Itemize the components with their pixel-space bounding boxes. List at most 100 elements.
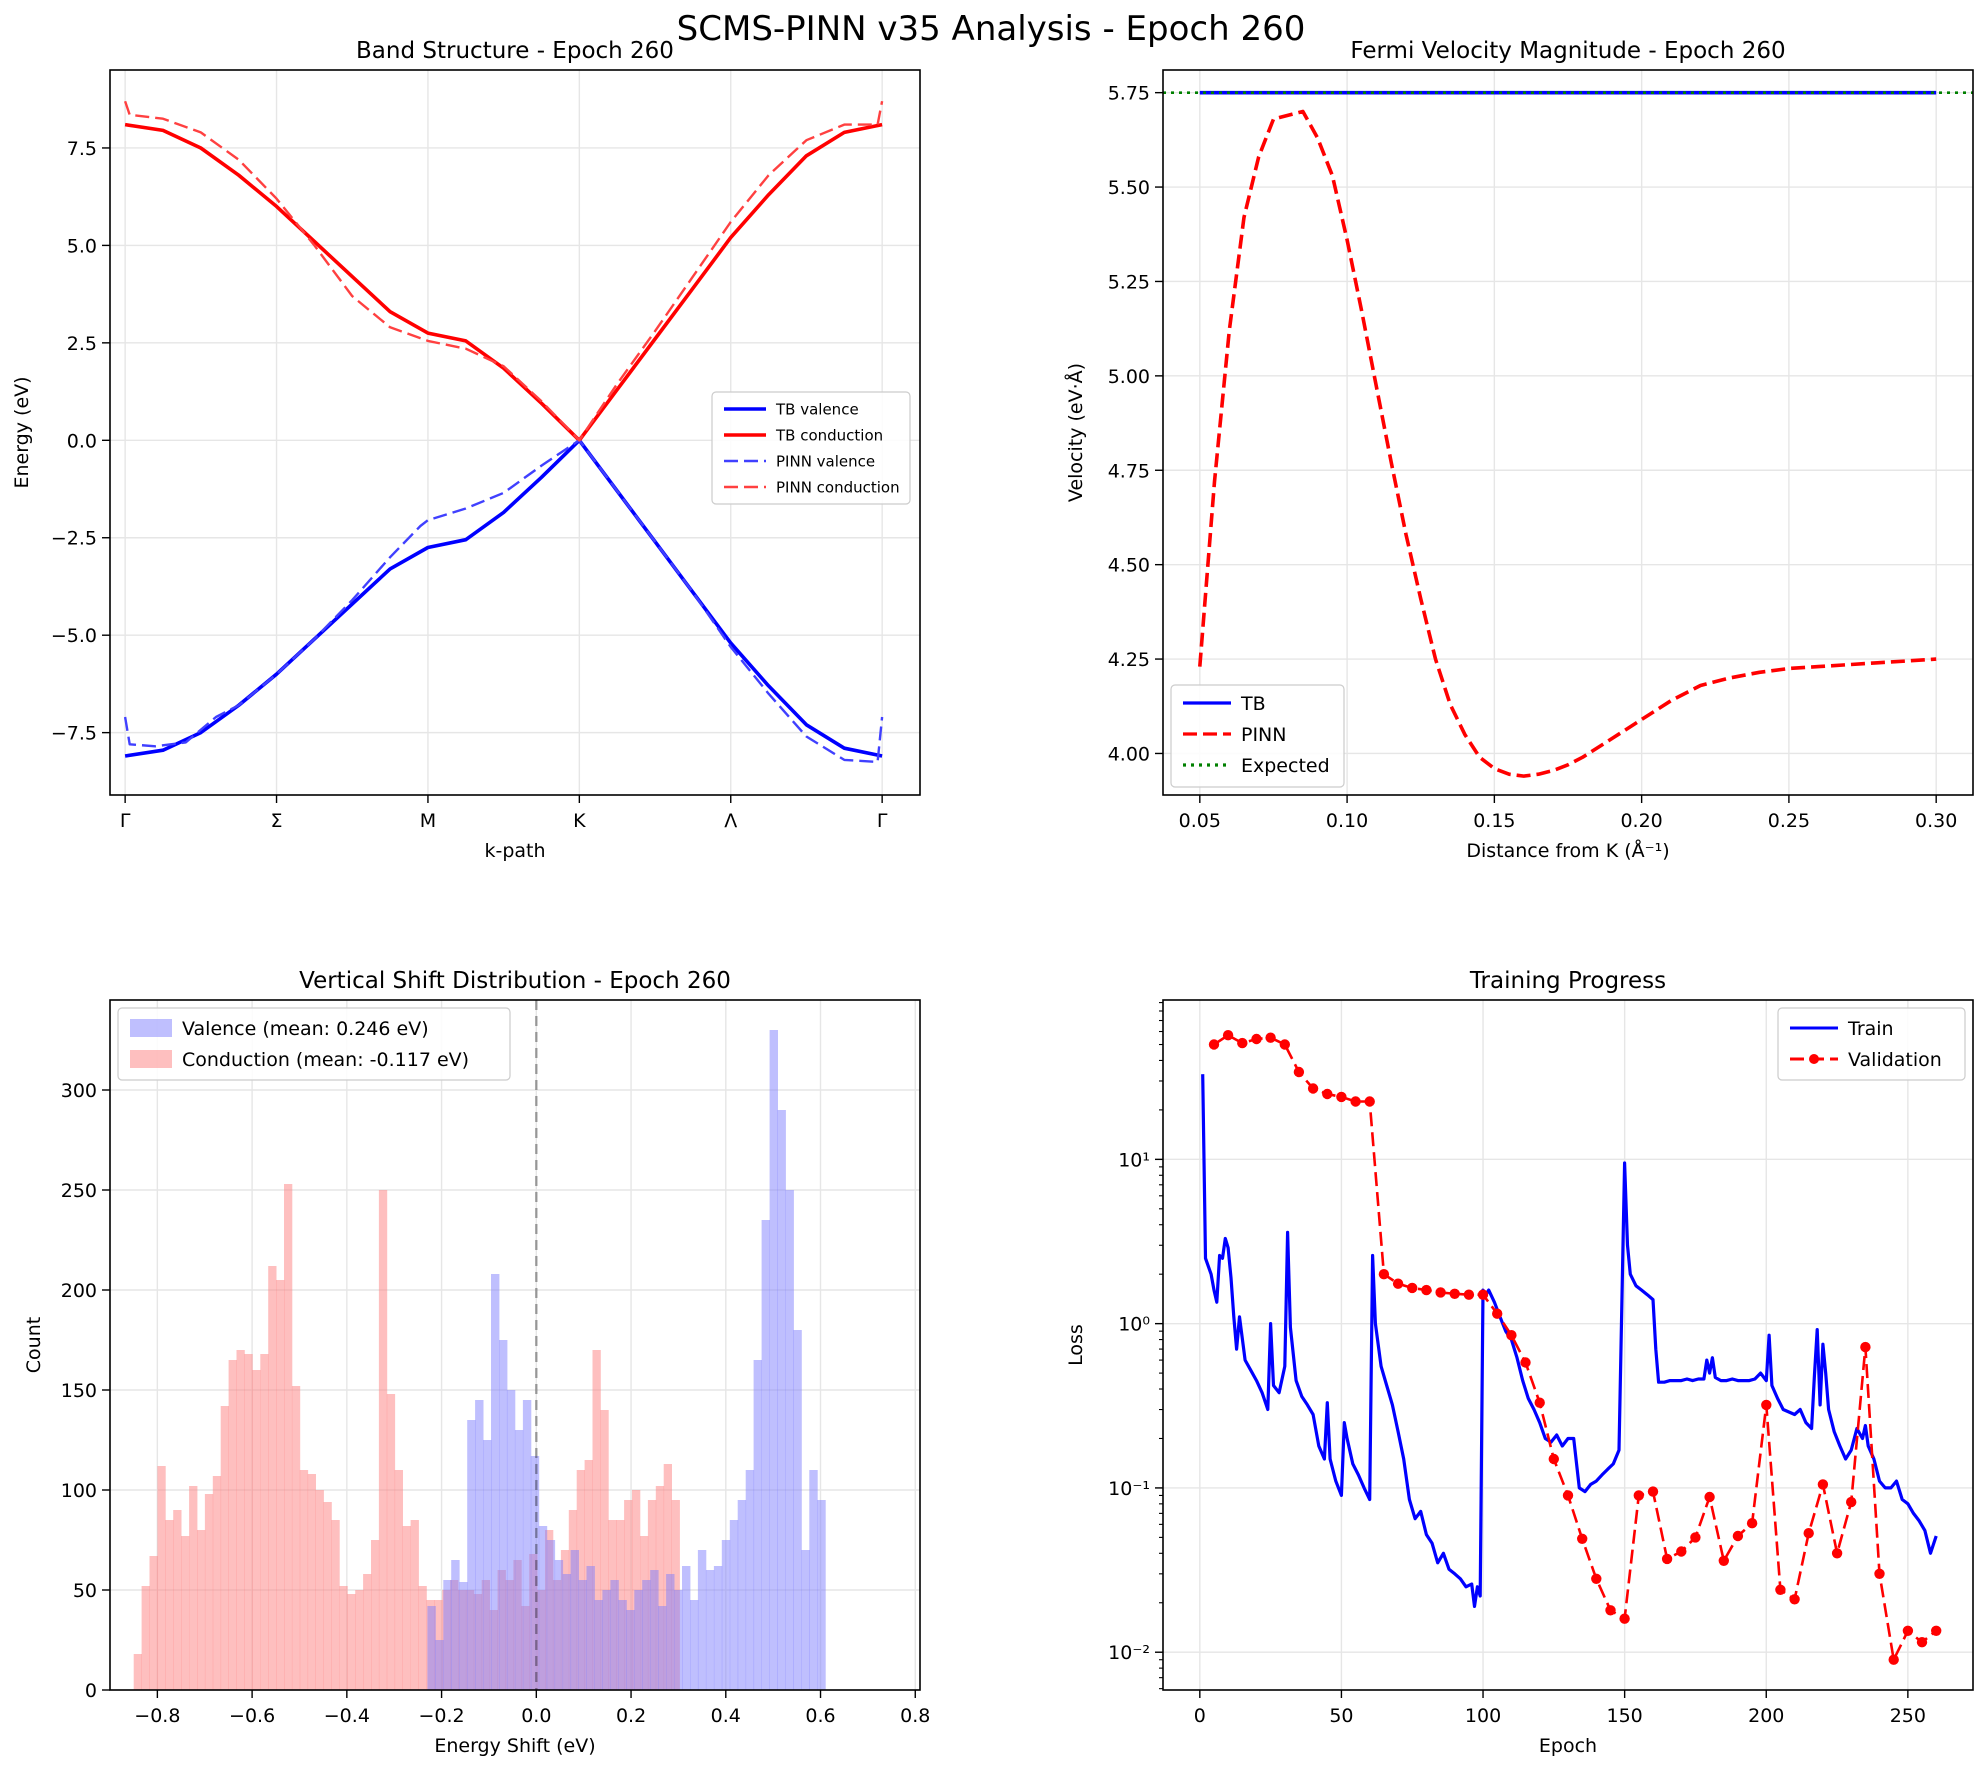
x-tick-label: Γ xyxy=(877,810,888,832)
valence-bar xyxy=(570,1550,579,1690)
valence-bar xyxy=(753,1360,762,1690)
x-axis-label: k-path xyxy=(484,840,545,862)
conduction-bar xyxy=(149,1556,158,1690)
panel-training: 0 50 100 150 200 250 10⁻² 10⁻¹ 10⁰ 10¹ Training Pr… xyxy=(1065,968,1974,1757)
y-axis-label: Velocity (eV·Å) xyxy=(1064,363,1087,502)
conduction-bar xyxy=(133,1654,142,1690)
validation-point xyxy=(1888,1654,1899,1665)
conduction-bar xyxy=(315,1490,324,1690)
panel-band: Γ Σ M K Λ Γ −7.5 −5.0 −2.5 0.0 2.5 5.0 7.5 Band Struc… xyxy=(11,38,921,862)
x-tick-label: −0.8 xyxy=(134,1705,180,1727)
valence-bar xyxy=(514,1430,524,1690)
x-tick-label: 0.30 xyxy=(1915,810,1957,832)
plot-frame xyxy=(1162,69,1974,796)
y-tick-label: 10⁻² xyxy=(1108,1642,1150,1664)
validation-point xyxy=(1619,1613,1630,1624)
valence-bar xyxy=(705,1570,715,1690)
validation-point xyxy=(1803,1528,1814,1539)
conduction-bar xyxy=(624,1500,633,1690)
valence-bar xyxy=(785,1190,794,1690)
valence-bar xyxy=(801,1550,810,1690)
x-tick-label: 0.4 xyxy=(711,1705,741,1727)
legend-label: PINN valence xyxy=(776,452,875,470)
series-line-pinn-valence xyxy=(123,439,884,764)
conduction-bar xyxy=(260,1354,269,1690)
legend-label: Valence (mean: 0.246 eV) xyxy=(182,1018,429,1040)
validation-point xyxy=(1931,1625,1942,1637)
series-line-validation xyxy=(1213,1033,1938,1661)
validation-point xyxy=(1916,1637,1928,1648)
y-tick-label: 5.25 xyxy=(1108,271,1150,293)
valence-bar xyxy=(634,1590,643,1690)
validation-point xyxy=(1746,1518,1758,1529)
validation-point xyxy=(1874,1568,1885,1580)
y-tick-label: 4.00 xyxy=(1108,743,1150,765)
legend-label: TB valence xyxy=(775,400,859,418)
validation-point xyxy=(1789,1594,1800,1605)
plot-frame xyxy=(109,999,921,1691)
validation-point xyxy=(1718,1555,1730,1567)
valence-bar xyxy=(451,1560,460,1690)
conduction-bar xyxy=(189,1486,198,1690)
valence-bar xyxy=(721,1540,731,1690)
x-tick-label: −0.2 xyxy=(419,1705,465,1727)
legend-box xyxy=(1170,684,1345,788)
valence-bar xyxy=(777,1110,786,1690)
valence-bar xyxy=(427,1606,436,1690)
valence-bar xyxy=(650,1570,659,1690)
validation-point xyxy=(1846,1496,1857,1508)
conduction-bar xyxy=(204,1494,214,1690)
x-tick-label: K xyxy=(573,810,586,832)
validation-point xyxy=(1208,1039,1220,1050)
validation-point xyxy=(1534,1397,1545,1408)
conduction-bar xyxy=(244,1354,253,1690)
valence-bar xyxy=(682,1566,691,1690)
valence-bar xyxy=(467,1420,476,1690)
conduction-bar xyxy=(418,1586,427,1690)
valence-bar xyxy=(729,1520,739,1690)
valence-bar xyxy=(530,1456,540,1690)
validation-point xyxy=(1704,1491,1715,1503)
valence-bar xyxy=(666,1574,675,1690)
conduction-bar xyxy=(600,1410,609,1690)
valence-bar xyxy=(538,1526,548,1690)
valence-bar xyxy=(578,1580,587,1690)
validation-point xyxy=(1449,1288,1460,1300)
x-tick-label: 250 xyxy=(1890,1705,1926,1727)
x-tick-label: 50 xyxy=(1329,1705,1353,1727)
y-tick-label: 5.75 xyxy=(1108,83,1150,105)
valence-bar xyxy=(554,1560,564,1690)
y-axis-label: Energy (eV) xyxy=(11,376,33,488)
conduction-bar xyxy=(410,1520,419,1690)
conduction-bar xyxy=(197,1530,206,1690)
valence-bar xyxy=(658,1606,667,1690)
valence-bar xyxy=(522,1400,532,1690)
valence-bar xyxy=(697,1550,707,1690)
conduction-bar xyxy=(268,1266,277,1690)
conduction-bar xyxy=(347,1594,356,1690)
y-tick-label: −5.0 xyxy=(51,625,97,647)
legend-label: Train xyxy=(1847,1018,1894,1040)
y-tick-label: 2.5 xyxy=(67,333,97,355)
panel-title: Training Progress xyxy=(1469,968,1666,994)
valence-bar xyxy=(618,1600,627,1690)
y-tick-label: 200 xyxy=(61,1280,97,1302)
validation-point xyxy=(1775,1584,1786,1596)
x-tick-label: 0.6 xyxy=(805,1705,835,1727)
y-tick-label: 5.00 xyxy=(1108,366,1150,388)
valence-bar xyxy=(674,1590,683,1690)
x-tick-label: 0 xyxy=(1194,1705,1206,1727)
y-tick-label: 10¹ xyxy=(1118,1149,1150,1171)
x-tick-label: Γ xyxy=(120,810,131,832)
conduction-bar xyxy=(371,1540,380,1690)
validation-point xyxy=(1421,1284,1432,1296)
validation-point xyxy=(1591,1573,1602,1585)
valence-bar xyxy=(594,1600,603,1690)
legend-box xyxy=(117,1007,511,1081)
conduction-bar xyxy=(276,1280,285,1690)
conduction-bar xyxy=(157,1466,166,1690)
conduction-bar xyxy=(378,1190,388,1690)
y-axis-label: Loss xyxy=(1065,1324,1087,1366)
conduction-bar xyxy=(339,1586,348,1690)
panel-hist: −0.8 −0.6 −0.4 −0.2 0.0 0.2 0.4 0.6 0.8 0 50 100 150… xyxy=(23,968,930,1757)
